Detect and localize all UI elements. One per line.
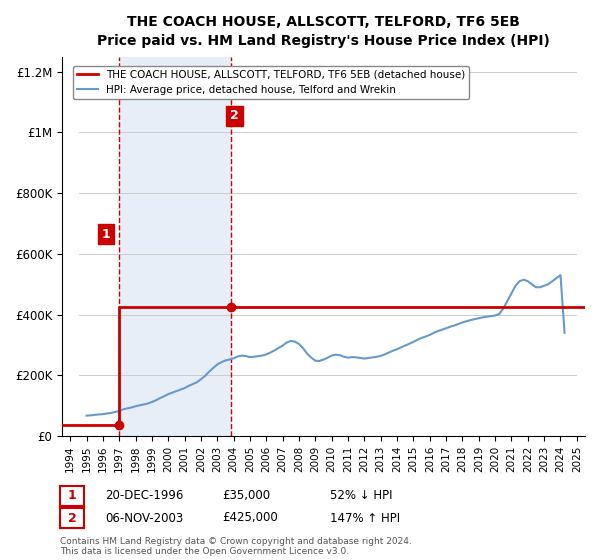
- Text: 1: 1: [68, 489, 76, 502]
- Text: 06-NOV-2003: 06-NOV-2003: [105, 511, 183, 525]
- Text: 2: 2: [68, 512, 76, 525]
- Bar: [577, 57, 585, 436]
- Text: Contains HM Land Registry data © Crown copyright and database right 2024.: Contains HM Land Registry data © Crown c…: [60, 538, 412, 547]
- Bar: [62, 57, 79, 436]
- Text: £35,000: £35,000: [222, 489, 270, 502]
- Text: £425,000: £425,000: [222, 511, 278, 525]
- Text: 20-DEC-1996: 20-DEC-1996: [105, 489, 184, 502]
- Text: 52% ↓ HPI: 52% ↓ HPI: [330, 489, 392, 502]
- Text: 2: 2: [230, 109, 239, 122]
- Title: THE COACH HOUSE, ALLSCOTT, TELFORD, TF6 5EB
Price paid vs. HM Land Registry's Ho: THE COACH HOUSE, ALLSCOTT, TELFORD, TF6 …: [97, 15, 550, 49]
- Text: 1: 1: [101, 228, 110, 241]
- Legend: THE COACH HOUSE, ALLSCOTT, TELFORD, TF6 5EB (detached house), HPI: Average price: THE COACH HOUSE, ALLSCOTT, TELFORD, TF6 …: [73, 66, 469, 99]
- Text: 147% ↑ HPI: 147% ↑ HPI: [330, 511, 400, 525]
- Text: This data is licensed under the Open Government Licence v3.0.: This data is licensed under the Open Gov…: [60, 548, 349, 557]
- Bar: [119, 57, 231, 436]
